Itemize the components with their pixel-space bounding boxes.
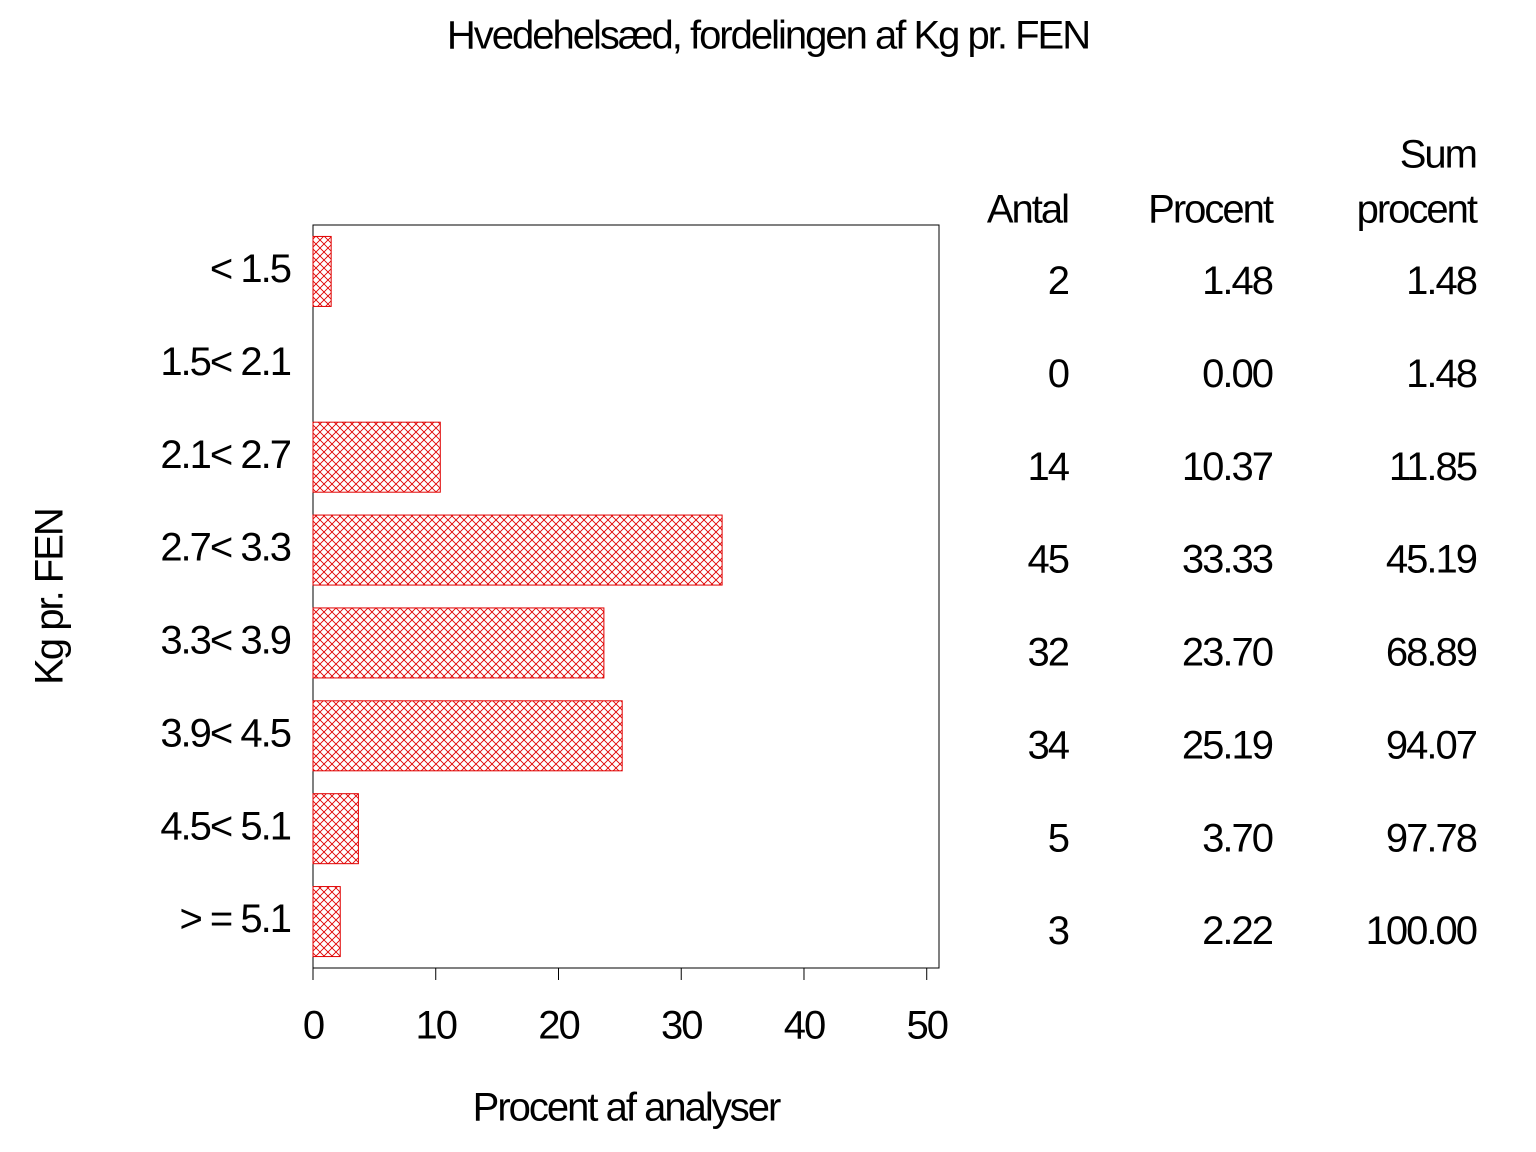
table-cell: 2.22 xyxy=(1202,909,1273,953)
table-header: Sum xyxy=(1400,133,1476,177)
bar xyxy=(312,793,359,865)
table-cell: 0 xyxy=(1048,352,1069,396)
y-axis-label: Kg pr. FEN xyxy=(28,509,72,685)
x-axis-label: Procent af analyser xyxy=(473,1086,781,1130)
bar xyxy=(312,886,341,958)
x-tick-label: 30 xyxy=(661,1004,702,1048)
chart-title: Hvedehelsæd, fordelingen af Kg pr. FEN xyxy=(447,14,1089,58)
y-tick-label: 1.5< 2.1 xyxy=(160,340,290,384)
y-tick-label: > = 5.1 xyxy=(179,897,290,941)
y-tick-label: 2.1< 2.7 xyxy=(160,433,290,477)
table-header: procent xyxy=(1357,188,1478,232)
x-tick-label: 0 xyxy=(303,1004,324,1048)
table-cell: 94.07 xyxy=(1386,723,1477,767)
bar xyxy=(312,700,623,772)
table-cell: 34 xyxy=(1028,723,1070,767)
table-cell: 1.48 xyxy=(1406,352,1477,396)
y-tick-label: 3.3< 3.9 xyxy=(160,619,290,663)
table-cell: 14 xyxy=(1028,445,1070,489)
table-cell: 3 xyxy=(1048,909,1069,953)
table-cell: 33.33 xyxy=(1182,538,1273,582)
table-cell: 2 xyxy=(1048,259,1069,303)
table-cell: 23.70 xyxy=(1182,631,1273,675)
x-tick-label: 40 xyxy=(784,1004,825,1048)
table-header: Antal xyxy=(987,188,1068,232)
table-cell: 97.78 xyxy=(1386,816,1477,860)
x-tick-label: 10 xyxy=(415,1004,456,1048)
bar xyxy=(312,235,332,307)
bar xyxy=(312,607,605,679)
table-cell: 45.19 xyxy=(1386,538,1477,582)
plot-frame xyxy=(312,224,940,969)
y-tick-label: < 1.5 xyxy=(210,247,291,291)
y-tick-label: 3.9< 4.5 xyxy=(160,711,290,755)
table-header: Procent xyxy=(1148,188,1274,232)
y-tick-label: 4.5< 5.1 xyxy=(160,804,290,848)
table-cell: 1.48 xyxy=(1202,259,1273,303)
y-tick-label: 2.7< 3.3 xyxy=(160,526,290,570)
x-tick-label: 50 xyxy=(906,1004,947,1048)
table-cell: 11.85 xyxy=(1389,445,1477,489)
table-cell: 100.00 xyxy=(1366,909,1477,953)
table-cell: 10.37 xyxy=(1182,445,1273,489)
table-cell: 68.89 xyxy=(1386,631,1477,675)
table-cell: 45 xyxy=(1028,538,1069,582)
bar xyxy=(312,421,441,493)
table-cell: 3.70 xyxy=(1202,816,1273,860)
table-cell: 25.19 xyxy=(1182,723,1273,767)
x-tick-label: 20 xyxy=(538,1004,579,1048)
table-cell: 5 xyxy=(1048,816,1069,860)
table-cell: 32 xyxy=(1028,631,1069,675)
table-cell: 0.00 xyxy=(1202,352,1273,396)
table-cell: 1.48 xyxy=(1406,259,1477,303)
bar xyxy=(312,514,723,586)
